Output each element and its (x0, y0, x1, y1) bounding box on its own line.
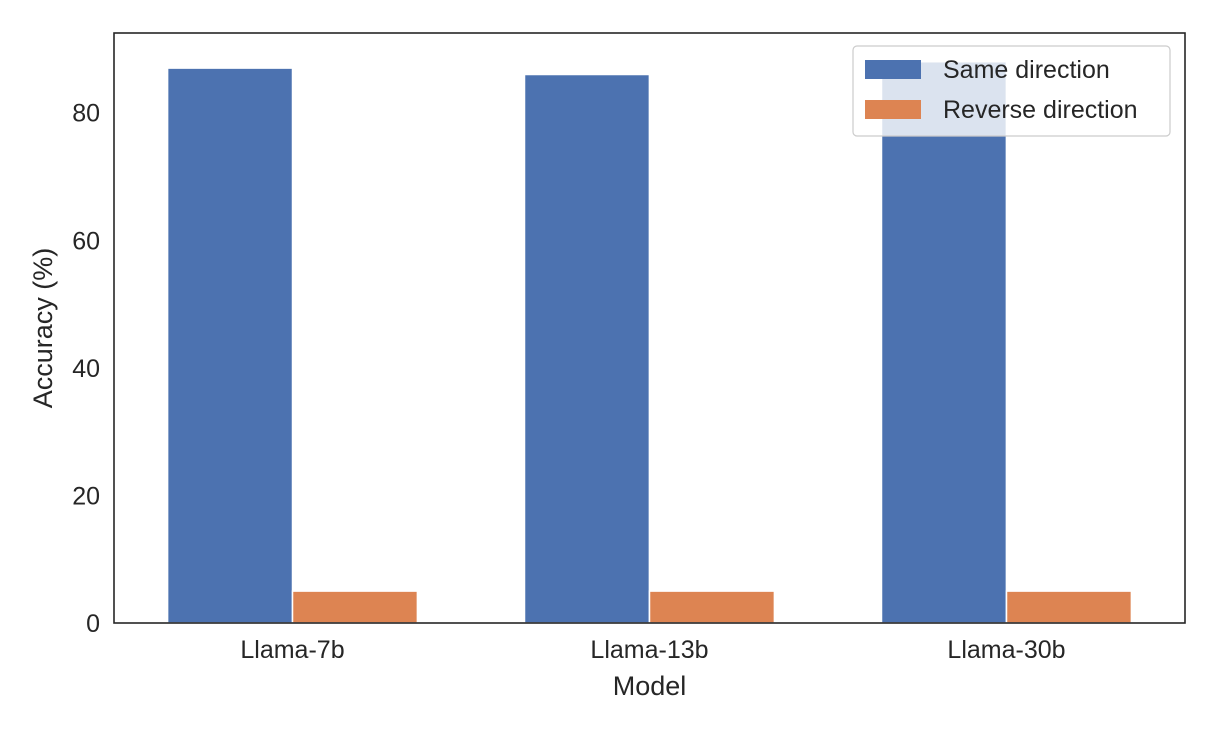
y-axis-label: Accuracy (%) (28, 248, 58, 409)
legend-swatch (865, 100, 921, 119)
legend-box (852, 45, 1171, 137)
y-tick-label: 40 (72, 355, 100, 383)
legend-items: Same direction Reverse direction (865, 56, 1138, 124)
x-tick-label: Llama-30b (947, 636, 1065, 664)
bar-llama-7b-reverse-direction (291, 590, 419, 624)
legend: Same direction Reverse direction (852, 45, 1171, 137)
y-tick-label: 0 (86, 610, 100, 638)
legend-swatch (865, 60, 921, 79)
legend-label: Same direction (943, 56, 1110, 84)
x-tick-label: Llama-13b (590, 636, 708, 664)
x-tick-label: Llama-7b (240, 636, 344, 664)
y-tick-label: 80 (72, 100, 100, 128)
bar-llama-30b-same-direction (880, 60, 1008, 624)
legend-label: Reverse direction (943, 96, 1138, 124)
bars-layer (166, 60, 1133, 624)
bar-llama-30b-reverse-direction (1005, 590, 1133, 624)
y-tick-label: 20 (72, 482, 100, 510)
x-axis-label: Model (613, 671, 687, 701)
bar-llama-7b-same-direction (166, 67, 294, 624)
y-axis-ticks: 0 20 40 60 80 (72, 100, 100, 638)
bar-llama-13b-same-direction (523, 73, 651, 624)
plot-frame (113, 32, 1186, 624)
x-axis-ticks: Llama-7b Llama-13b Llama-30b (240, 636, 1065, 664)
y-tick-label: 60 (72, 227, 100, 255)
bar-llama-13b-reverse-direction (648, 590, 776, 624)
